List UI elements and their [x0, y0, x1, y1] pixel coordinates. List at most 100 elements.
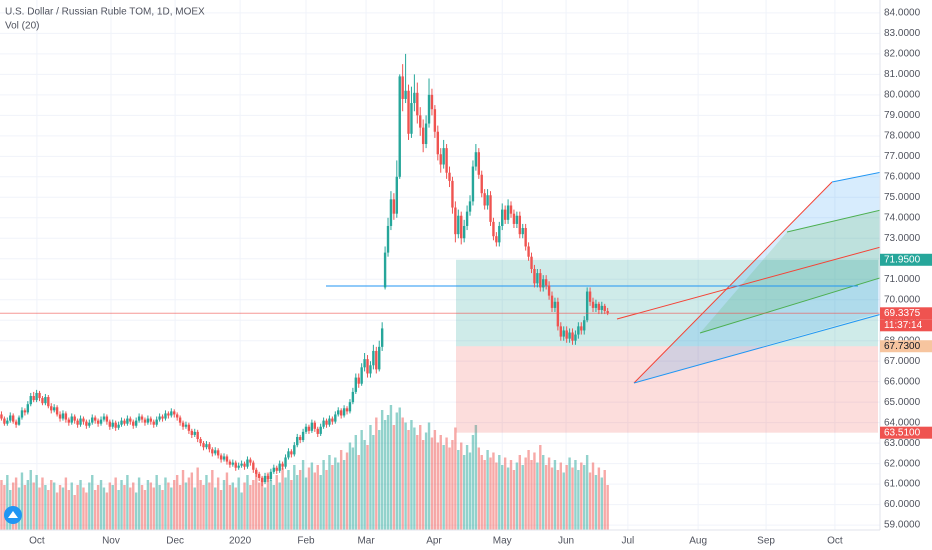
candle-body — [553, 301, 557, 308]
y-tick-label: 61.0000 — [884, 479, 921, 490]
volume-bar — [23, 485, 27, 530]
candle-body — [55, 407, 59, 415]
x-tick-label: Oct — [827, 536, 843, 547]
candle-body — [416, 92, 419, 116]
volume-bar — [600, 477, 603, 530]
candle-body — [64, 413, 68, 420]
candle-body — [398, 76, 401, 177]
volume-bar — [85, 492, 88, 530]
candle-body — [419, 115, 422, 128]
volume-bar — [460, 442, 463, 530]
volume-bar — [580, 462, 583, 530]
candle-body — [521, 228, 524, 235]
entry-label: 67.7300 — [884, 341, 921, 352]
volume-bar — [0, 480, 3, 530]
volume-bar — [263, 487, 267, 530]
volume-bar — [345, 452, 349, 530]
candle-body — [360, 367, 363, 384]
volume-bar — [143, 490, 147, 530]
candle-body — [430, 94, 434, 110]
y-tick-label: 78.0000 — [884, 130, 921, 141]
y-tick-label: 82.0000 — [884, 49, 921, 60]
x-tick-label: Feb — [297, 536, 315, 547]
candle-body — [372, 350, 375, 366]
candle-body — [404, 90, 407, 99]
y-tick-label: 70.0000 — [884, 294, 921, 305]
volume-bar — [301, 460, 305, 530]
volume-bar — [337, 462, 340, 530]
candle-body — [316, 428, 319, 434]
volume-bar — [419, 425, 422, 530]
candle-body — [120, 420, 123, 425]
volume-bar — [219, 490, 223, 530]
candle-body — [70, 416, 73, 423]
candle-body — [255, 469, 258, 474]
volume-bar — [372, 435, 375, 530]
volume-bar — [445, 437, 448, 530]
y-tick-label: 60.0000 — [884, 499, 921, 510]
volume-bar — [577, 470, 580, 530]
candle-body — [550, 295, 554, 308]
candle-body — [263, 475, 267, 483]
volume-bar — [50, 480, 53, 530]
candles — [0, 53, 880, 487]
volume-bar — [404, 422, 407, 530]
volume-bar — [111, 485, 114, 530]
volume-bar — [339, 450, 343, 530]
candle-body — [474, 152, 478, 167]
volume-bar — [246, 475, 249, 530]
candle-body — [574, 334, 577, 341]
volume-bar — [462, 455, 466, 530]
candle-body — [583, 320, 586, 331]
candle-body — [503, 209, 507, 220]
candle-body — [506, 205, 510, 220]
y-tick-label: 76.0000 — [884, 171, 921, 182]
candle-body — [211, 449, 214, 454]
volume-bar — [114, 477, 117, 530]
volume-bar — [501, 465, 504, 530]
candle-body — [457, 215, 460, 235]
candle-body — [606, 310, 609, 314]
volume-bar — [571, 467, 574, 530]
volume-bar — [477, 447, 481, 530]
price-axis — [880, 0, 932, 550]
volume-bar — [102, 487, 106, 530]
candle-body — [410, 103, 413, 134]
volume-bar — [190, 472, 194, 530]
candle-body — [351, 391, 355, 403]
candle-body — [512, 213, 516, 224]
y-tick-label: 80.0000 — [884, 89, 921, 100]
candle-body — [539, 273, 542, 288]
candle-body — [290, 451, 293, 455]
candle-body — [193, 431, 196, 435]
candle-body — [234, 462, 237, 468]
volume-bar — [433, 430, 437, 530]
candle-body — [219, 455, 223, 460]
candle-body — [334, 414, 337, 422]
volume-bar — [401, 417, 404, 530]
candle-body — [111, 422, 114, 427]
volume-bar — [542, 455, 545, 530]
candle-body — [547, 285, 551, 296]
volume-bar — [585, 455, 589, 530]
volume-bar — [451, 440, 454, 530]
volume-bar — [149, 482, 153, 530]
candle-body — [266, 475, 270, 479]
candle-body — [465, 211, 469, 226]
x-tick-label: Mar — [357, 536, 375, 547]
candle-body — [216, 450, 220, 456]
volume-bar — [91, 475, 94, 530]
entry-label-bg — [880, 340, 932, 353]
candle-body — [58, 414, 62, 419]
volume-bar — [164, 477, 167, 530]
candle-body — [41, 398, 44, 404]
volume-bar — [211, 470, 214, 530]
candle-body — [591, 301, 595, 308]
candle-body — [222, 456, 226, 460]
volume-bar — [413, 427, 416, 530]
candle-body — [298, 436, 302, 441]
volume-bar — [187, 477, 191, 530]
volume-bar — [603, 470, 606, 530]
volume-bar — [47, 490, 50, 530]
logo-mark — [8, 511, 18, 518]
